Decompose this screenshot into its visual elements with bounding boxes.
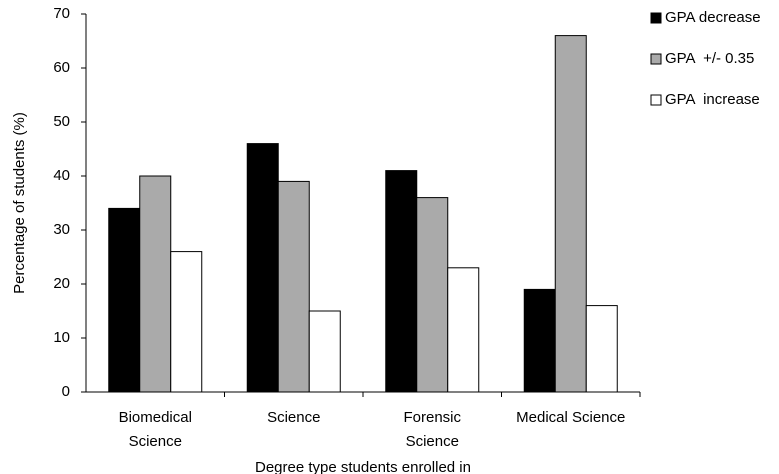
legend-swatch	[650, 53, 662, 65]
x-tick-label: Forensic Science	[403, 409, 462, 450]
x-tick-label: Science	[267, 409, 321, 426]
legend-swatch	[650, 94, 662, 106]
bar	[170, 251, 203, 393]
y-tick-label: 60	[53, 59, 70, 76]
y-tick-label: 20	[53, 275, 70, 292]
bar	[277, 180, 310, 393]
y-tick-label: 40	[53, 167, 70, 184]
bar	[416, 197, 449, 393]
legend-swatch	[650, 12, 662, 24]
y-tick-label: 0	[62, 383, 70, 400]
bar	[308, 310, 341, 393]
legend-label: GPA increase	[665, 91, 760, 108]
bar	[139, 175, 172, 393]
bar	[246, 143, 279, 393]
bar	[108, 207, 141, 393]
bar	[585, 305, 618, 393]
y-tick-label: 50	[53, 113, 70, 130]
x-tick-label: Medical Science	[516, 409, 626, 426]
bar	[385, 170, 418, 393]
x-axis-label: Degree type students enrolled in	[255, 459, 471, 474]
legend-label: GPA +/- 0.35	[665, 50, 754, 67]
y-tick-label: 70	[53, 5, 70, 22]
y-axis-label: Percentage of students (%)	[11, 112, 28, 294]
x-tick-label: Biomedical Science	[118, 409, 192, 450]
y-tick-label: 30	[53, 221, 70, 238]
bar	[523, 288, 556, 393]
y-tick-label: 10	[53, 329, 70, 346]
bar	[554, 35, 587, 393]
bar	[447, 267, 480, 393]
legend-label: GPA decrease	[665, 9, 761, 26]
